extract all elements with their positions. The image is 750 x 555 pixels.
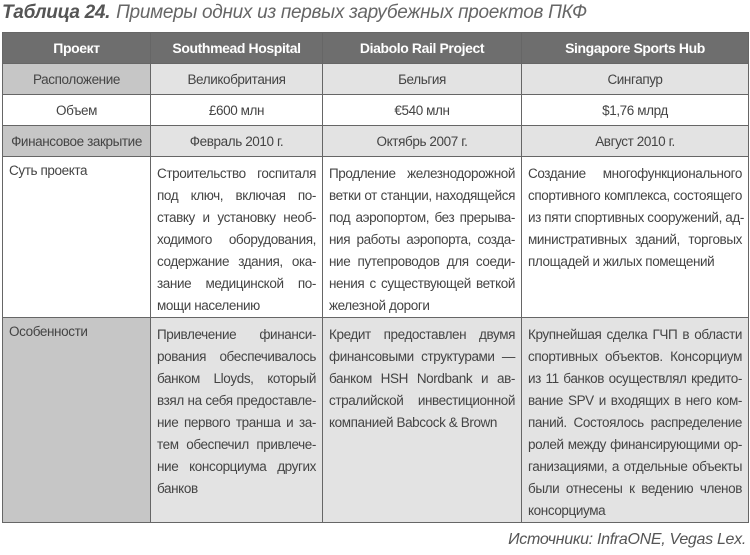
header-cell: Singapore Sports Hub — [521, 32, 749, 64]
cell: Октябрь 2007 г. — [322, 125, 522, 157]
table-caption: Таблица 24. Примеры одних из первых заруб… — [2, 2, 587, 24]
cell: Бельгия — [322, 63, 522, 95]
cell-line: ние первого транша и за- — [157, 415, 316, 430]
cell: Продление железнодорожной ветки от станци… — [322, 156, 522, 318]
table-row: Расположение Великобритания Бельгия Синг… — [2, 63, 749, 95]
cell-line: ролей между финансирующими ор- — [528, 437, 742, 452]
cell: Великобритания — [150, 63, 323, 95]
row-label: Особенности — [2, 317, 151, 523]
cell: £600 млн — [150, 94, 323, 126]
cell-line: стралийской инвестиционной — [329, 393, 515, 408]
row-label: Финансовое закрытие — [2, 125, 151, 157]
cell-line: банков — [157, 481, 198, 496]
cell-line: ветки от станции, находящейся — [329, 188, 515, 203]
cell-line: зание медицинской по- — [157, 276, 316, 291]
cell: Февраль 2010 г. — [150, 125, 323, 157]
cell-line: Крупнейшая сделка ГЧП в области — [528, 327, 742, 342]
header-cell: Diabolo Rail Project — [322, 32, 522, 64]
cell-line: ганизациями, а отдельные объекты — [528, 459, 742, 474]
cell-line: паний. Состоялось распределение — [528, 415, 742, 430]
cell-line: площадей и жилых помещений — [528, 254, 715, 269]
cell-line: спортивных объектов. Консорциум — [528, 349, 742, 364]
cell-line: банком HSH Nordbank и ав- — [329, 371, 515, 386]
header-cell: Проект — [2, 32, 151, 64]
cell: Строительство госпиталя под ключ, включая… — [150, 156, 323, 318]
cell-line: консорциума — [528, 503, 606, 518]
cell-line: из 11 банков осуществлял кредито- — [528, 371, 742, 386]
cell-line: из пяти спортивных сооружений, ад- — [528, 210, 744, 225]
cell-line: ние консорциума других — [157, 459, 316, 474]
cell-line: рования обеспечивалось — [157, 349, 316, 364]
cell-line: банком Lloyds, который — [157, 371, 316, 386]
cell-line: Привлечение финанси- — [157, 327, 316, 342]
row-label: Расположение — [2, 63, 151, 95]
table-row: Объем £600 млн €540 млн $1,76 млрд — [2, 94, 749, 126]
cell-line: компанией Babcock & Brown — [329, 415, 498, 430]
source-note: Источники: InfraONE, Vegas Lex. — [508, 531, 746, 548]
cell-line: под ключ, включая по- — [157, 188, 316, 203]
cell: Август 2010 г. — [521, 125, 749, 157]
cell-line: Продление железнодорожной — [329, 166, 515, 181]
table-row-essence: Суть проекта Строительство госпиталя под … — [2, 156, 749, 318]
cell-line: тем обеспечил привлече- — [157, 437, 316, 452]
row-label: Объем — [2, 94, 151, 126]
cell-line: взял на себя предоставле- — [157, 393, 316, 408]
cell-line: ходимого оборудования, — [157, 232, 316, 247]
cell-line: вание SPV и входящих в него ком- — [528, 393, 742, 408]
cell-line: были отнесены к ведению членов — [528, 481, 742, 496]
header-cell: Southmead Hospital — [150, 32, 323, 64]
cell-line: ставку и установку необ- — [157, 210, 316, 225]
cell: Создание многофункционального спортивного… — [521, 156, 749, 318]
header-row: Проект Southmead Hospital Diabolo Rail P… — [2, 32, 749, 64]
projects-table: Проект Southmead Hospital Diabolo Rail P… — [2, 32, 749, 523]
table-title: Примеры одних из первых зарубежных проек… — [116, 2, 587, 23]
cell-line: спортивного комплекса, состоящего — [528, 188, 742, 203]
table-number: Таблица 24. — [2, 2, 111, 23]
cell: €540 млн — [322, 94, 522, 126]
cell-line: ния работы аэропорта, созда- — [329, 232, 515, 247]
cell: Привлечение финанси-рования обеспечивало… — [150, 317, 323, 523]
cell-line: под аэропортом, без прерыва- — [329, 210, 515, 225]
cell-line: нения с существующей веткой — [329, 276, 515, 291]
cell-line: Строительство госпиталя — [157, 166, 316, 181]
row-label: Суть проекта — [2, 156, 151, 318]
cell-line: министративных зданий, торговых — [528, 232, 742, 247]
cell-line: Кредит предоставлен двумя — [329, 327, 515, 342]
cell: Крупнейшая сделка ГЧП в области спортивны… — [521, 317, 749, 523]
cell-line: мощи населению — [157, 298, 260, 313]
table-row: Финансовое закрытие Февраль 2010 г. Октя… — [2, 125, 749, 157]
cell-line: ние путепроводов для соеди- — [329, 254, 515, 269]
cell-line: Создание многофункционального — [528, 166, 742, 181]
cell-line: железной дороги — [329, 298, 430, 313]
cell: Сингапур — [521, 63, 749, 95]
cell-line: финансовыми структурами — — [329, 349, 515, 364]
cell: $1,76 млрд — [521, 94, 749, 126]
table-row-features: Особенности Привлечение финанси-рования … — [2, 317, 749, 523]
cell-line: содержание здания, ока- — [157, 254, 316, 269]
cell: Кредит предоставлен двумя финансовыми стр… — [322, 317, 522, 523]
